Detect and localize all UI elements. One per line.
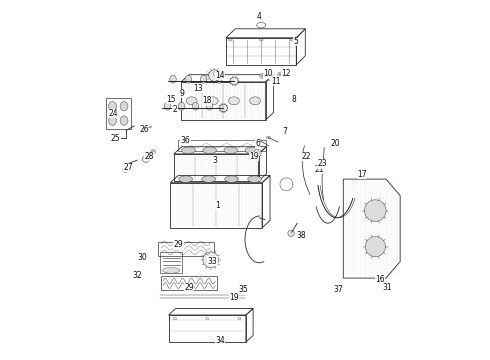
Ellipse shape [224,147,238,153]
Ellipse shape [185,75,192,83]
Text: 2: 2 [172,105,177,114]
Ellipse shape [238,318,241,320]
Ellipse shape [109,102,117,111]
Text: 12: 12 [282,69,291,78]
Text: 23: 23 [318,159,327,168]
Ellipse shape [182,147,196,153]
Ellipse shape [202,176,216,183]
Text: 28: 28 [145,152,154,161]
Text: 21: 21 [314,165,323,174]
Text: 13: 13 [194,84,203,93]
Text: 8: 8 [291,94,296,104]
Text: 31: 31 [382,284,392,292]
Ellipse shape [192,102,199,110]
Ellipse shape [206,318,209,320]
Text: 30: 30 [138,253,147,262]
Ellipse shape [209,71,220,81]
Ellipse shape [288,230,294,237]
Ellipse shape [254,149,261,157]
Text: 19: 19 [229,292,239,302]
Text: 20: 20 [330,139,340,148]
Ellipse shape [290,39,294,41]
Text: 22: 22 [301,152,311,161]
Ellipse shape [230,77,238,85]
Text: 37: 37 [334,285,343,294]
Ellipse shape [170,75,176,83]
Text: 38: 38 [296,231,306,240]
Ellipse shape [228,97,240,105]
Text: 36: 36 [181,136,191,145]
Ellipse shape [120,116,128,125]
Ellipse shape [203,252,219,268]
Ellipse shape [109,116,117,125]
Ellipse shape [209,70,220,81]
Ellipse shape [257,139,262,141]
Ellipse shape [250,97,261,105]
Ellipse shape [225,176,239,183]
Text: 24: 24 [109,109,119,118]
Ellipse shape [266,136,270,139]
Ellipse shape [260,73,265,78]
Ellipse shape [163,267,180,273]
Text: 3: 3 [212,156,217,165]
Text: 14: 14 [215,71,224,80]
Text: 10: 10 [264,69,273,78]
Ellipse shape [216,75,222,83]
Ellipse shape [220,104,227,112]
Text: 5: 5 [293,37,298,46]
Text: 34: 34 [215,336,225,345]
Text: 7: 7 [282,127,287,136]
Text: 6: 6 [255,139,260,148]
Text: 35: 35 [238,285,248,294]
Text: 27: 27 [123,163,133,172]
Text: 1: 1 [216,201,220,210]
Ellipse shape [245,147,259,153]
Text: 15: 15 [167,94,176,104]
Ellipse shape [203,147,217,153]
Ellipse shape [229,39,232,41]
Ellipse shape [179,176,193,183]
Ellipse shape [200,75,207,83]
Ellipse shape [365,237,386,257]
Text: 17: 17 [357,170,367,179]
Text: 4: 4 [257,12,262,21]
Text: 33: 33 [208,256,218,265]
Text: 26: 26 [139,125,149,134]
Ellipse shape [151,150,155,154]
Text: 11: 11 [271,77,280,85]
Text: 25: 25 [111,134,120,143]
Ellipse shape [186,97,197,105]
Ellipse shape [207,97,218,105]
Ellipse shape [206,102,213,110]
Ellipse shape [120,102,128,111]
Ellipse shape [164,102,171,110]
Text: 29: 29 [173,240,183,249]
Text: 19: 19 [249,152,259,161]
Ellipse shape [259,39,263,41]
Ellipse shape [257,22,266,28]
Ellipse shape [142,156,150,162]
Text: 9: 9 [179,89,184,98]
Text: 32: 32 [132,271,142,280]
Ellipse shape [278,72,283,77]
Text: 29: 29 [184,284,194,292]
Ellipse shape [248,176,262,183]
Ellipse shape [173,318,176,320]
Ellipse shape [213,72,218,76]
Text: 18: 18 [202,96,212,105]
Ellipse shape [269,76,273,81]
Ellipse shape [239,288,245,293]
Text: 16: 16 [375,274,385,284]
Ellipse shape [365,200,386,221]
Ellipse shape [178,102,185,110]
